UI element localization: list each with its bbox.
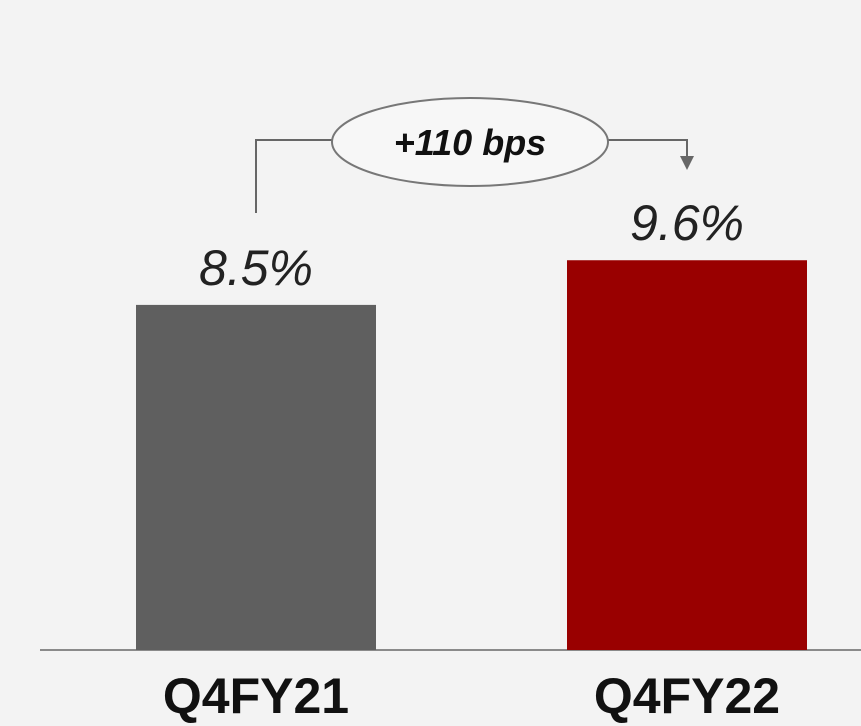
- value-label-q4fy22: 9.6%: [630, 195, 744, 251]
- change-ellipse: [331, 97, 609, 187]
- connector-line-left: [255, 139, 332, 213]
- arrow-down-icon: [680, 156, 694, 170]
- connector-line-right: [608, 139, 688, 158]
- change-label: +110 bps: [394, 122, 546, 163]
- category-label-q4fy22: Q4FY22: [594, 668, 780, 724]
- value-label-q4fy21: 8.5%: [199, 240, 313, 296]
- bar-q4fy21: [136, 304, 376, 650]
- change-annotation: +110 bps: [255, 97, 694, 213]
- bar-q4fy22: [567, 260, 807, 650]
- category-label-q4fy21: Q4FY21: [163, 668, 349, 724]
